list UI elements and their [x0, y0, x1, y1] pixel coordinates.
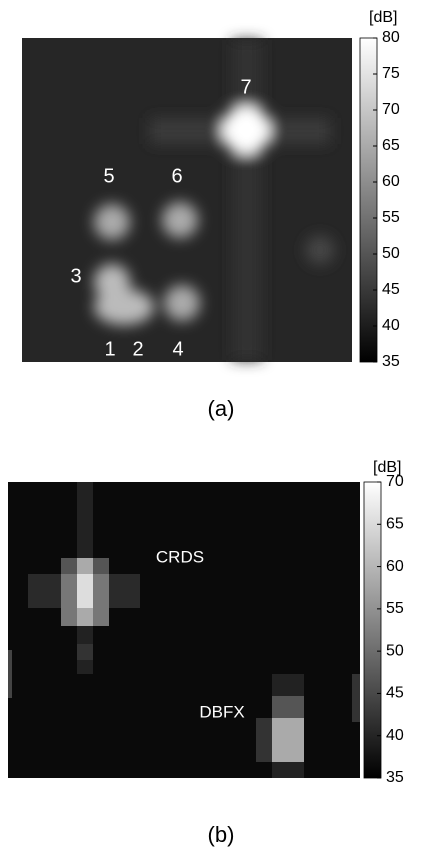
colorbar-tick-label: 50 — [382, 245, 400, 262]
image-a — [22, 38, 352, 362]
annotation: 7 — [240, 76, 251, 98]
annotation: 5 — [103, 165, 114, 187]
colorbar-tick-label: 70 — [382, 101, 400, 118]
colorbar-tick-label: 60 — [386, 558, 404, 575]
colorbar-label: [dB] — [373, 459, 401, 476]
annotation: 4 — [172, 338, 183, 360]
annotation: 3 — [70, 265, 81, 287]
colorbar-tick-label: 40 — [382, 317, 400, 334]
colorbar-tick-label: 65 — [386, 516, 404, 533]
annotation: CRDS — [156, 547, 204, 566]
colorbar-tick-label: 50 — [386, 642, 404, 659]
annotation: 6 — [171, 165, 182, 187]
colorbar-tick-label: 45 — [382, 281, 400, 298]
colorbar-tick-label: 35 — [382, 353, 400, 370]
colorbar — [363, 481, 382, 779]
caption: (b) — [208, 822, 235, 847]
annotation: 1 — [104, 338, 115, 360]
image-b — [8, 482, 360, 778]
colorbar-tick-label: 35 — [386, 769, 404, 786]
colorbar-tick-label: 55 — [386, 600, 404, 617]
colorbar-tick-label: 40 — [386, 727, 404, 744]
colorbar-tick-label: 75 — [382, 65, 400, 82]
colorbar-tick-label: 65 — [382, 137, 400, 154]
colorbar-tick-label: 80 — [382, 29, 400, 46]
annotation: DBFX — [199, 702, 244, 721]
colorbar — [359, 37, 378, 363]
annotation: 2 — [132, 338, 143, 360]
colorbar-tick-label: 60 — [382, 173, 400, 190]
colorbar-label: [dB] — [369, 9, 397, 26]
colorbar-tick-label: 70 — [386, 473, 404, 490]
caption: (a) — [208, 396, 235, 421]
colorbar-tick-label: 45 — [386, 685, 404, 702]
colorbar-tick-label: 55 — [382, 209, 400, 226]
